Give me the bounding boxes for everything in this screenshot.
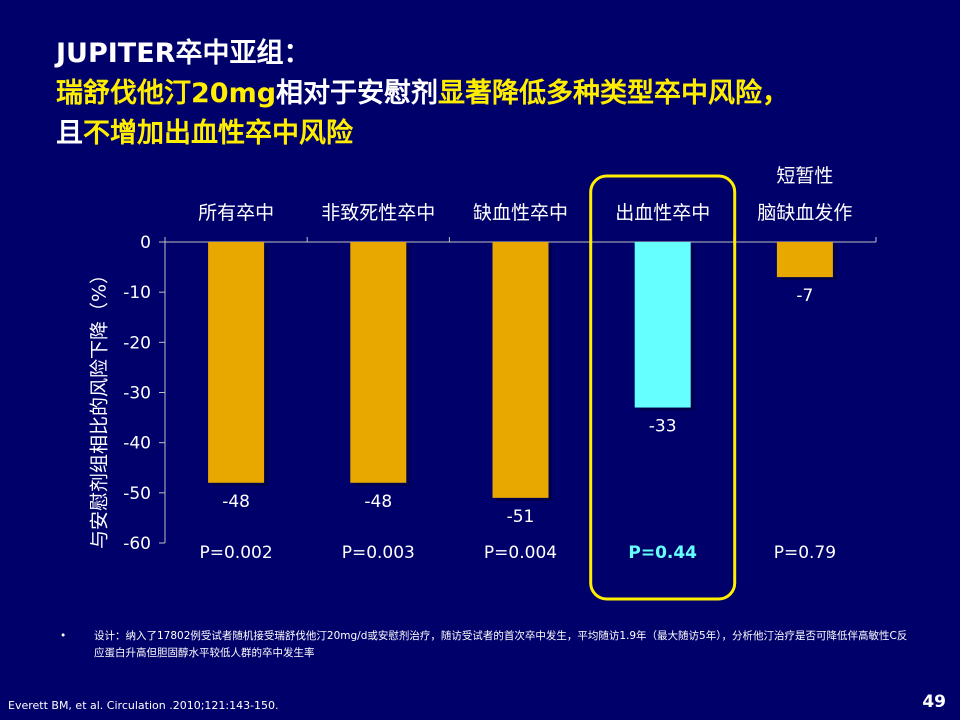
bar-value-label: -48 [222, 492, 250, 512]
bar-value-label: -7 [796, 286, 813, 306]
slide-title: JUPITER卒中亚组： 瑞舒伐他汀20mg相对于安慰剂显著降低多种类型卒中风险… [56, 34, 789, 154]
category-label-line1: 短暂性 [776, 165, 833, 187]
y-tick-label: -60 [123, 534, 151, 554]
p-value-label: P=0.44 [628, 543, 697, 563]
y-tick-label: -30 [123, 384, 151, 404]
y-tick-label: -40 [123, 434, 151, 454]
chart-labels: 0 -10 -20 -30 -40 -50 -60 -48 所有卒中 P=0.002 -48 非致死性… [123, 165, 852, 601]
category-label: 脑缺血发作 [757, 202, 852, 224]
bar-value-label: -33 [649, 417, 677, 437]
page-number: 49 [922, 692, 946, 712]
footnote-bullet: • [60, 630, 67, 642]
chart-bars [208, 242, 837, 501]
title-line-3: 且不增加出血性卒中风险 [56, 118, 353, 149]
category-label: 缺血性卒中 [473, 202, 568, 224]
p-value-label: P=0.004 [484, 543, 557, 563]
y-tick-label: 0 [140, 233, 151, 253]
y-axis-label: 与安慰剂组相比的风险下降（%） [88, 264, 111, 550]
p-value-label: P=0.002 [200, 543, 273, 563]
bar [350, 242, 407, 483]
bar [208, 242, 265, 483]
bar-value-label: -51 [507, 507, 535, 527]
bar [492, 242, 549, 498]
category-label: 所有卒中 [198, 202, 274, 224]
bar [776, 242, 833, 278]
p-value-label: P=0.003 [342, 543, 415, 563]
citation: Everett BM, et al. Circulation .2010;121… [8, 699, 279, 712]
y-tick-label: -10 [123, 283, 151, 303]
category-label: 非致死性卒中 [321, 202, 435, 224]
y-tick-label: -50 [123, 484, 151, 504]
highlight-box [589, 174, 737, 601]
bar [634, 242, 691, 408]
category-label: 出血性卒中 [615, 202, 710, 224]
footnote-text: 设计：纳入了17802例受试者随机接受瑞舒伐他汀20mg/d或安慰剂治疗，随访受… [94, 630, 908, 659]
y-tick-label: -20 [123, 333, 151, 353]
p-value-label: P=0.79 [774, 543, 836, 563]
title-line-1: JUPITER卒中亚组： [56, 38, 311, 69]
bar-value-label: -48 [364, 492, 392, 512]
title-line-2: 瑞舒伐他汀20mg相对于安慰剂显著降低多种类型卒中风险， [56, 78, 790, 109]
